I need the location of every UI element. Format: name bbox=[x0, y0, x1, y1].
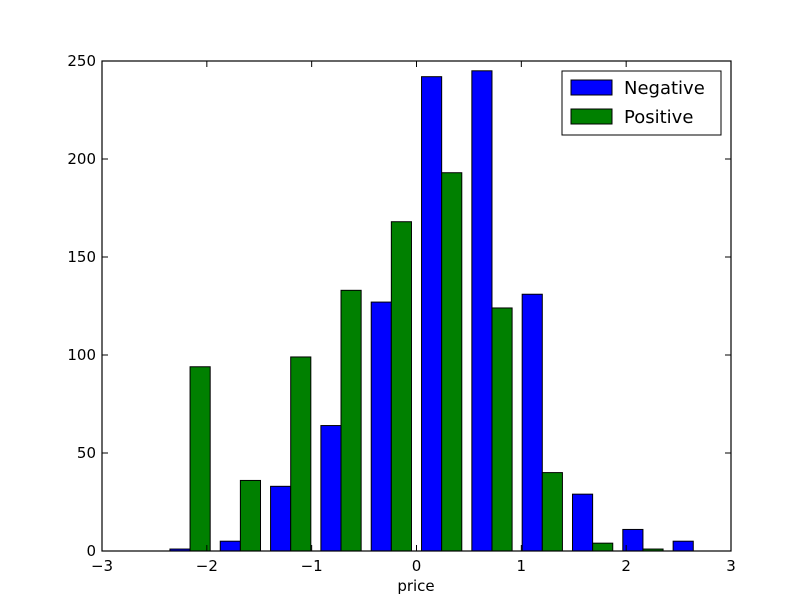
bars-layer bbox=[169, 70, 694, 552]
legend-label-positive: Positive bbox=[624, 107, 693, 128]
legend-swatch-negative bbox=[570, 79, 613, 96]
x-tick-label-4: 1 bbox=[517, 557, 527, 575]
x-tick-label-5: 2 bbox=[621, 557, 631, 575]
ticks-layer: −3 −2 −1 0 1 2 3 0 50 100 150 200 250 bbox=[67, 52, 735, 575]
bar-negative-7 bbox=[521, 293, 543, 552]
y-tick-label-1: 50 bbox=[77, 444, 96, 462]
bar-negative-4 bbox=[370, 301, 392, 552]
bar-positive-8 bbox=[592, 542, 614, 552]
bar-negative-1 bbox=[219, 540, 241, 552]
legend-swatch-positive bbox=[570, 108, 613, 125]
bar-positive-7 bbox=[541, 472, 563, 552]
x-tick-label-0: −3 bbox=[91, 557, 113, 575]
x-tick-label-1: −2 bbox=[196, 557, 218, 575]
bar-negative-5 bbox=[421, 76, 443, 552]
legend: Negative Positive bbox=[561, 70, 722, 136]
x-tick-label-3: 0 bbox=[412, 557, 422, 575]
x-tick-label-2: −1 bbox=[301, 557, 323, 575]
bar-positive-0 bbox=[189, 366, 211, 552]
bar-positive-2 bbox=[290, 356, 312, 552]
legend-label-negative: Negative bbox=[624, 78, 705, 99]
bar-positive-3 bbox=[340, 289, 362, 552]
y-tick-label-4: 200 bbox=[67, 150, 96, 168]
x-axis-label: price bbox=[397, 577, 434, 595]
bar-negative-2 bbox=[270, 485, 292, 552]
y-tick-label-5: 250 bbox=[67, 52, 96, 70]
bar-negative-8 bbox=[571, 493, 594, 552]
bar-positive-4 bbox=[390, 221, 412, 552]
bar-negative-6 bbox=[471, 70, 493, 552]
y-tick-label-2: 100 bbox=[67, 346, 96, 364]
bar-positive-1 bbox=[239, 479, 262, 552]
bar-negative-3 bbox=[320, 425, 342, 552]
y-tick-label-0: 0 bbox=[86, 542, 96, 560]
bar-negative-10 bbox=[672, 540, 694, 552]
bar-positive-6 bbox=[491, 307, 513, 552]
x-tick-label-6: 3 bbox=[726, 557, 736, 575]
y-tick-label-3: 150 bbox=[67, 248, 96, 266]
bar-positive-5 bbox=[441, 172, 463, 552]
